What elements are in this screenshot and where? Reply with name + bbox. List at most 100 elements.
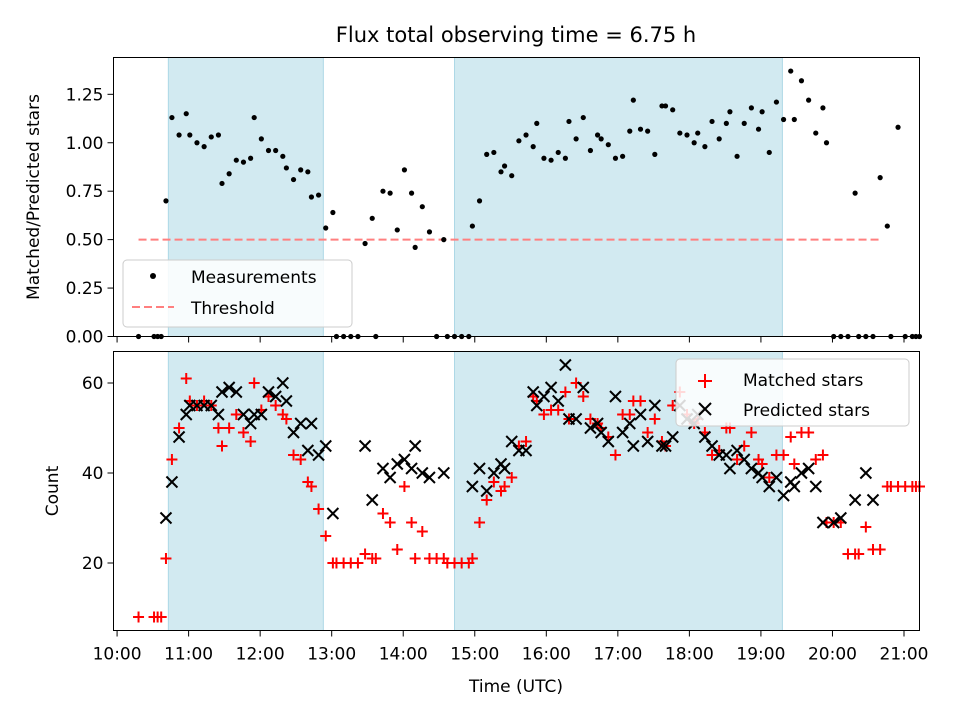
measurement-point [813,130,819,136]
measurement-point [562,155,568,161]
matched-star-point [706,449,718,461]
predicted-star-point [552,394,565,408]
bottom-x-tick-label: 17:00 [593,645,642,665]
predicted-star-stroke-b [834,511,848,525]
predicted-star-stroke-b [437,466,450,480]
predicted-star-point [405,462,418,475]
predicted-star-stroke-b [655,439,669,453]
measurement-point [741,120,747,126]
bottom-axes-frame [113,351,920,631]
legend-matched-marker [698,374,712,388]
predicted-star-stroke-b [172,430,186,444]
predicted-star-point [222,381,236,394]
predicted-star-stroke-b [623,417,636,430]
predicted-star-stroke-b [602,435,615,448]
matched-star-point [155,611,167,623]
measurement-point [441,237,447,243]
measurement-point [780,116,787,123]
measurement-point [163,198,169,204]
predicted-star-stroke-b [552,394,565,408]
measurement-point [315,192,322,198]
matched-star-point [377,508,389,519]
predicted-star-stroke-b [577,381,590,394]
measurement-point [759,109,765,115]
predicted-star-point [526,385,540,399]
legend-measurement-marker [150,273,156,279]
predicted-star-point [519,444,533,457]
predicted-star-point [498,462,511,475]
legend-matched-label: Matched stars [743,371,863,391]
predicted-star-point [795,466,808,480]
predicted-star-stroke-b [301,444,315,457]
predicted-star-point [763,480,776,493]
predicted-star-point [205,399,218,412]
predicted-star-stroke-b [305,417,318,430]
measurement-point [501,163,508,169]
predicted-star-stroke-b [530,399,543,412]
legend-threshold-label: Threshold [190,299,275,319]
measurement-point [408,190,415,196]
matched-star-point [635,395,646,407]
measurement-point [637,126,644,132]
matched-star-point [359,548,371,560]
predicted-star-point [827,516,840,529]
predicted-star-point [398,453,411,466]
predicted-star-point [326,507,340,520]
predicted-star-stroke-b [723,462,737,475]
predicted-star-stroke-b [584,421,597,435]
measurement-point [852,190,858,196]
matched-star-point [538,409,550,420]
predicted-star-point [408,439,422,453]
measurement-point [541,155,547,161]
predicted-star-stroke-b [480,484,493,498]
predicted-star-point [172,430,186,444]
top-y-tick-label: 0.50 [66,231,104,251]
measurement-point [308,194,315,200]
predicted-star-point [215,385,229,399]
predicted-star-stroke-b [294,417,307,430]
predicted-star-stroke-b [537,390,551,403]
matched-star-point [166,454,178,465]
matched-star-point [552,404,564,416]
predicted-star-stroke-b [466,480,479,493]
predicted-star-stroke-b [698,430,712,444]
predicted-star-point [544,381,558,394]
predicted-star-point [609,390,622,403]
measurement-point [727,109,733,115]
measurement-point [233,157,239,163]
predicted-star-stroke-b [280,394,293,408]
predicted-star-stroke-b [398,453,411,466]
measurement-point [594,132,601,138]
measurement-point [823,140,830,146]
predicted-star-stroke-b [519,444,533,457]
predicted-star-point [366,493,379,507]
predicted-star-stroke-b [416,466,429,480]
predicted-star-point [237,408,250,421]
predicted-star-stroke-b [222,381,236,394]
measurement-point [412,244,418,250]
predicted-star-point [616,426,629,439]
predicted-star-point [473,462,486,475]
matched-star-point [248,377,260,389]
predicted-star-stroke-b [326,507,340,520]
predicted-star-stroke-b [627,439,640,453]
predicted-star-stroke-b [859,466,873,480]
measurement-point [620,153,626,159]
predicted-star-point [666,430,679,444]
measurement-point [530,144,536,150]
measurement-point [362,240,368,247]
measurement-point [691,140,697,146]
measurement-point [248,155,254,161]
measurement-point [573,136,579,142]
bottom-legend: Matched stars Predicted stars [675,358,910,427]
predicted-star-stroke-b [358,439,372,453]
measurement-point [534,120,540,126]
predicted-star-stroke-b [594,426,608,439]
matched-star-point [624,409,636,420]
matched-star-point [416,526,428,537]
measurement-point [380,188,386,194]
measurement-point [219,180,225,187]
matched-star-point [785,431,797,443]
measurement-point [401,167,408,173]
